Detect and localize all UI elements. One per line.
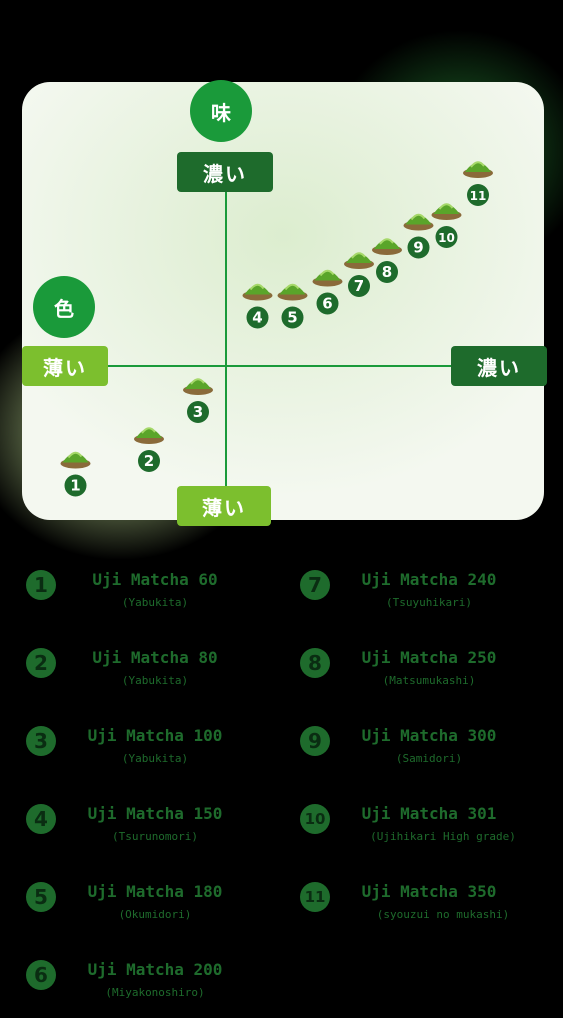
legend-number-badge: 1 xyxy=(26,570,56,600)
legend-number-badge: 4 xyxy=(26,804,56,834)
data-point-2: 2 xyxy=(134,427,164,472)
point-label: 7 xyxy=(354,277,364,295)
legend-item: 9 Uji Matcha 300 (Samidori) xyxy=(298,724,558,784)
point-badge xyxy=(64,474,87,497)
legend-product-name: Uji Matcha 200 xyxy=(87,960,223,979)
legend-number-badge: 2 xyxy=(26,648,56,678)
legend-cultivar: (syouzui no mukashi) xyxy=(376,908,510,921)
legend-product-name: Uji Matcha 301 xyxy=(361,804,497,823)
point-label: 5 xyxy=(287,309,297,327)
x-axis-low-label: 薄い xyxy=(22,346,108,386)
point-badge xyxy=(348,275,370,297)
point-badge xyxy=(407,236,430,259)
matcha-powder-mound-icon xyxy=(134,427,164,444)
legend-product-name: Uji Matcha 250 xyxy=(361,648,497,667)
matcha-powder-mound-icon xyxy=(463,161,493,178)
point-label: 1 xyxy=(70,477,80,495)
legend-product-name: Uji Matcha 240 xyxy=(361,570,497,589)
data-point-1: 1 xyxy=(60,451,91,497)
legend-product-name: Uji Matcha 180 xyxy=(87,882,223,901)
data-point-4: 4 xyxy=(242,283,273,329)
matcha-powder-mound-icon xyxy=(403,213,434,231)
point-badge xyxy=(376,261,398,283)
point-badge xyxy=(281,306,304,329)
point-badge xyxy=(316,292,339,315)
legend-number-badge: 5 xyxy=(26,882,56,912)
data-points: 1 2 3 4 5 6 78 9 10 11 xyxy=(60,161,493,497)
legend-product-name: Uji Matcha 80 xyxy=(92,648,218,667)
legend-cultivar: (Tsuyuhikari) xyxy=(385,596,473,609)
legend-number-badge: 8 xyxy=(300,648,330,678)
point-badge xyxy=(138,450,160,472)
point-badge xyxy=(435,226,458,248)
legend-cultivar: (Samidori) xyxy=(395,752,463,765)
data-point-3: 3 xyxy=(183,378,213,423)
legend-number-badge: 7 xyxy=(300,570,330,600)
legend-item: 5 Uji Matcha 180 (Okumidori) xyxy=(24,880,284,940)
legend-number-badge: 6 xyxy=(26,960,56,990)
legend-item: 8 Uji Matcha 250 (Matsumukashi) xyxy=(298,646,558,706)
point-label: 3 xyxy=(193,403,203,421)
data-point-6: 6 xyxy=(312,269,343,315)
data-point-11: 11 xyxy=(463,161,493,206)
legend-item: 2 Uji Matcha 80 (Yabukita) xyxy=(24,646,284,706)
matcha-powder-mound-icon xyxy=(372,238,402,255)
matcha-powder-mound-icon xyxy=(277,283,308,301)
point-label: 10 xyxy=(438,231,455,245)
data-point-10: 10 xyxy=(431,203,462,248)
legend-item: 6 Uji Matcha 200 (Miyakonoshiro) xyxy=(24,958,284,1018)
legend-cultivar: (Yabukita) xyxy=(121,674,189,687)
legend-cultivar: (Okumidori) xyxy=(118,908,192,921)
legend-number-badge: 10 xyxy=(300,804,330,834)
y-axis-high-label: 濃い xyxy=(177,152,273,192)
point-badge xyxy=(467,184,489,206)
legend-product-name: Uji Matcha 300 xyxy=(361,726,497,745)
matcha-powder-mound-icon xyxy=(431,203,462,220)
legend-item: 10 Uji Matcha 301 (Ujihikari High grade) xyxy=(298,802,558,862)
legend-cultivar: (Tsurunomori) xyxy=(111,830,199,843)
point-badge xyxy=(187,401,209,423)
legend-cultivar: (Yabukita) xyxy=(121,596,189,609)
legend-number-badge: 11 xyxy=(300,882,330,912)
data-point-8: 8 xyxy=(372,238,402,283)
legend-item: 1 Uji Matcha 60 (Yabukita) xyxy=(24,568,284,628)
legend-cultivar: (Miyakonoshiro) xyxy=(105,986,205,999)
matcha-powder-mound-icon xyxy=(344,252,374,269)
data-point-9: 9 xyxy=(403,213,434,259)
point-label: 4 xyxy=(252,309,262,327)
legend-product-name: Uji Matcha 60 xyxy=(92,570,218,589)
point-label: 11 xyxy=(470,189,487,203)
point-label: 6 xyxy=(322,295,332,313)
legend-product-name: Uji Matcha 150 xyxy=(87,804,223,823)
y-axis-title: 味 xyxy=(190,80,252,142)
matcha-powder-mound-icon xyxy=(312,269,343,287)
legend-product-name: Uji Matcha 100 xyxy=(87,726,223,745)
matcha-powder-mound-icon xyxy=(183,378,213,395)
y-axis-low-label: 薄い xyxy=(177,486,271,526)
x-axis-high-label: 濃い xyxy=(451,346,547,386)
legend-item: 7 Uji Matcha 240 (Tsuyuhikari) xyxy=(298,568,558,628)
point-label: 2 xyxy=(144,452,154,470)
legend-cultivar: (Ujihikari High grade) xyxy=(370,830,516,843)
x-axis-title: 色 xyxy=(33,276,95,338)
data-point-7: 7 xyxy=(344,252,374,297)
matcha-powder-mound-icon xyxy=(242,283,273,301)
chart-panel xyxy=(22,82,544,520)
legend-product-name: Uji Matcha 350 xyxy=(361,882,497,901)
legend-item: 3 Uji Matcha 100 (Yabukita) xyxy=(24,724,284,784)
point-label: 9 xyxy=(413,239,423,257)
legend-number-badge: 3 xyxy=(26,726,56,756)
point-badge xyxy=(246,306,269,329)
point-label: 8 xyxy=(382,263,392,281)
legend-number-badge: 9 xyxy=(300,726,330,756)
legend-cultivar: (Matsumukashi) xyxy=(382,674,476,687)
data-point-5: 5 xyxy=(277,283,308,329)
legend-item: 11 Uji Matcha 350 (syouzui no mukashi) xyxy=(298,880,558,940)
matcha-powder-mound-icon xyxy=(60,451,91,469)
legend-item: 4 Uji Matcha 150 (Tsurunomori) xyxy=(24,802,284,862)
legend-cultivar: (Yabukita) xyxy=(121,752,189,765)
